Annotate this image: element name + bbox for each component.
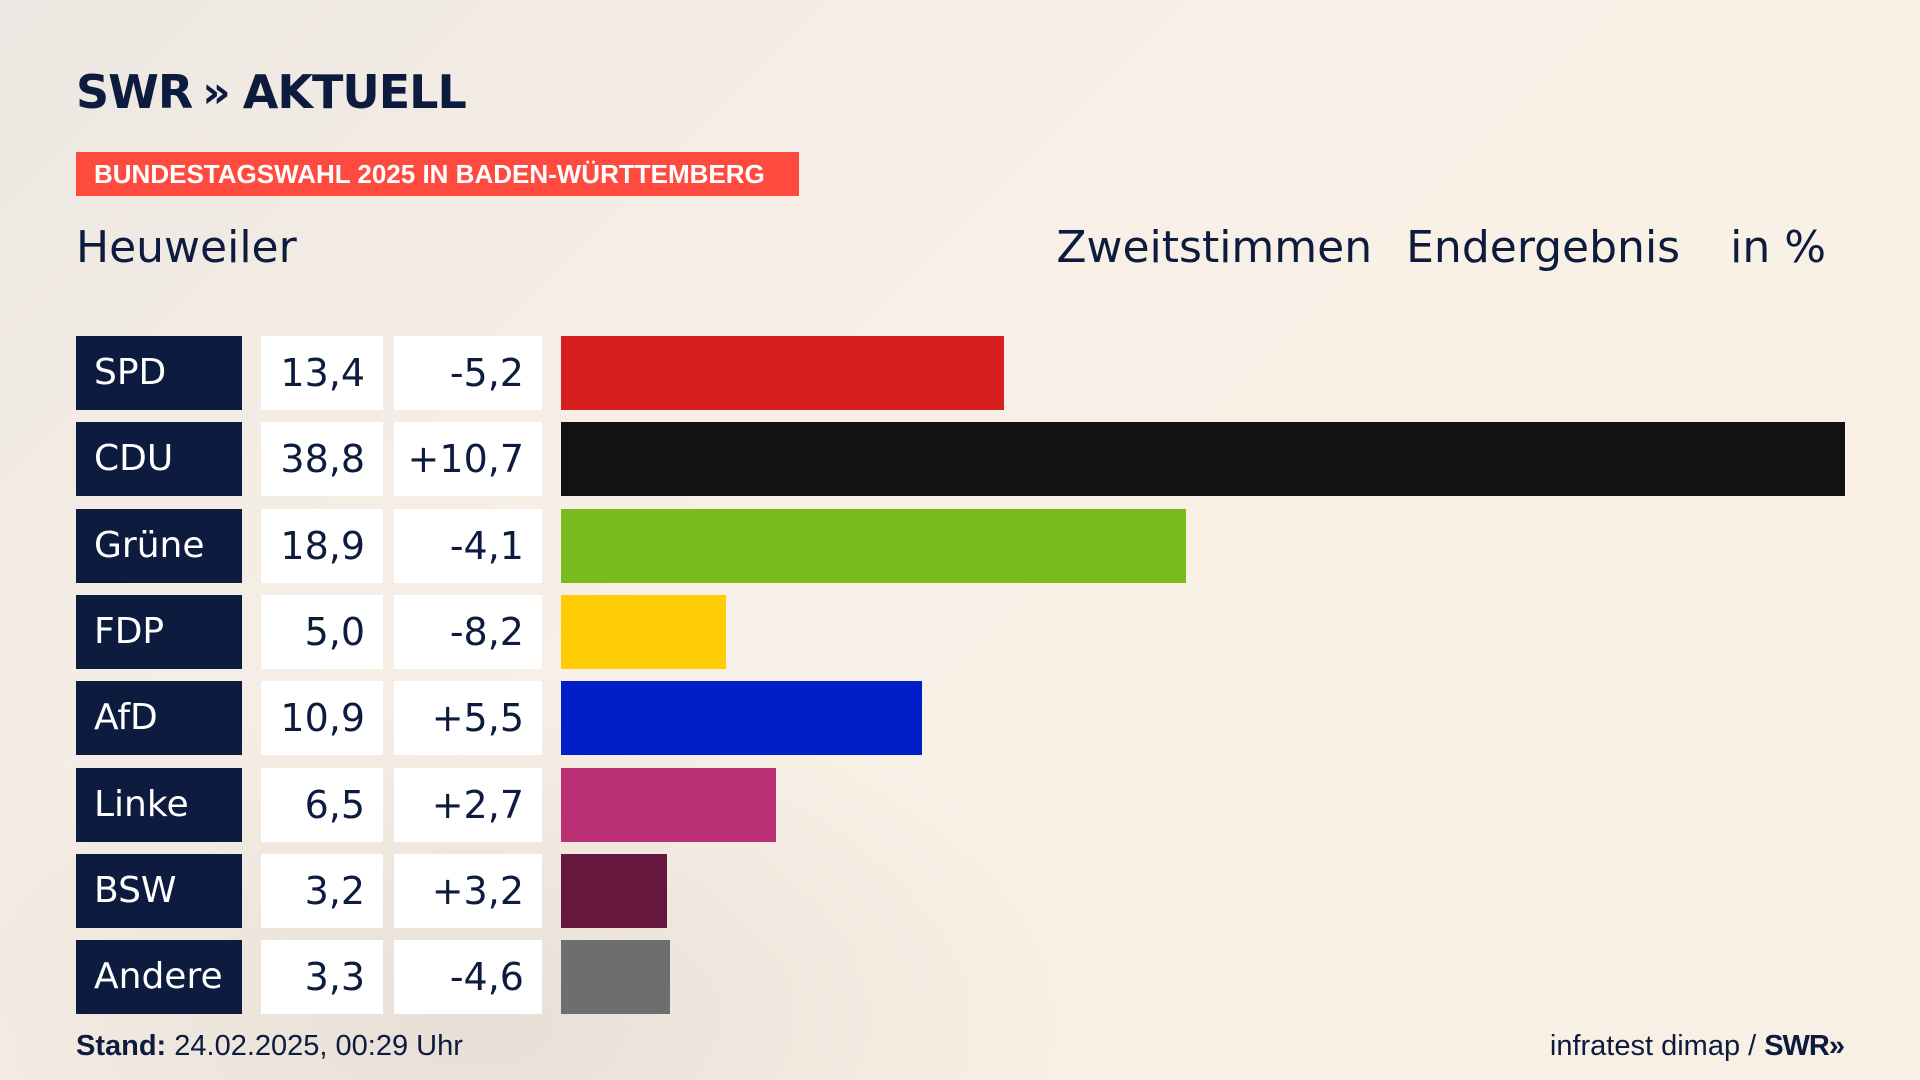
place-title: Heuweiler bbox=[76, 222, 297, 273]
diff-label-linke: +2,7 bbox=[394, 768, 542, 842]
bar-afd bbox=[561, 681, 922, 755]
logo-swr: SWR bbox=[76, 65, 193, 119]
bar-gruene bbox=[561, 509, 1186, 583]
timestamp: Stand: 24.02.2025, 00:29 Uhr bbox=[76, 1030, 463, 1063]
diff-label-andere: -4,6 bbox=[394, 940, 542, 1014]
party-label-fdp: FDP bbox=[76, 595, 242, 669]
value-label-bsw: 3,2 bbox=[261, 854, 383, 928]
diff-label-afd: +5,5 bbox=[394, 681, 542, 755]
value-label-andere: 3,3 bbox=[261, 940, 383, 1014]
party-label-gruene: Grüne bbox=[76, 509, 242, 583]
value-label-cdu: 38,8 bbox=[261, 422, 383, 496]
source-credit: infratest dimap / SWR» bbox=[1549, 1030, 1845, 1063]
header-status: Endergebnis bbox=[1406, 222, 1681, 273]
timestamp-value: 24.02.2025, 00:29 Uhr bbox=[174, 1030, 463, 1062]
bar-cdu bbox=[561, 422, 1845, 496]
bar-bsw bbox=[561, 854, 667, 928]
header-unit: in % bbox=[1730, 222, 1826, 273]
diff-label-spd: -5,2 bbox=[394, 336, 542, 410]
party-label-linke: Linke bbox=[76, 768, 242, 842]
party-label-andere: Andere bbox=[76, 940, 242, 1014]
timestamp-label: Stand: bbox=[76, 1030, 167, 1062]
chart-header: Zweitstimmen Endergebnis in % bbox=[1056, 222, 1826, 273]
bar-fdp bbox=[561, 595, 726, 669]
party-label-bsw: BSW bbox=[76, 854, 242, 928]
bar-andere bbox=[561, 940, 670, 1014]
bar-linke bbox=[561, 768, 776, 842]
diff-label-cdu: +10,7 bbox=[394, 422, 542, 496]
swr-aktuell-logo: SWR » AKTUELL bbox=[76, 65, 467, 119]
logo-section: AKTUELL bbox=[242, 65, 467, 119]
value-label-linke: 6,5 bbox=[261, 768, 383, 842]
source-brand-logo: SWR» bbox=[1764, 1030, 1845, 1062]
value-label-spd: 13,4 bbox=[261, 336, 383, 410]
value-label-gruene: 18,9 bbox=[261, 509, 383, 583]
party-label-spd: SPD bbox=[76, 336, 242, 410]
header-vote-type: Zweitstimmen bbox=[1056, 222, 1373, 273]
diff-label-gruene: -4,1 bbox=[394, 509, 542, 583]
bar-spd bbox=[561, 336, 1004, 410]
election-banner: BUNDESTAGSWAHL 2025 IN BADEN-WÜRTTEMBERG bbox=[76, 152, 799, 196]
source-name: infratest dimap / bbox=[1549, 1030, 1757, 1062]
diff-label-fdp: -8,2 bbox=[394, 595, 542, 669]
party-label-afd: AfD bbox=[76, 681, 242, 755]
value-label-afd: 10,9 bbox=[261, 681, 383, 755]
value-label-fdp: 5,0 bbox=[261, 595, 383, 669]
party-label-cdu: CDU bbox=[76, 422, 242, 496]
diff-label-bsw: +3,2 bbox=[394, 854, 542, 928]
